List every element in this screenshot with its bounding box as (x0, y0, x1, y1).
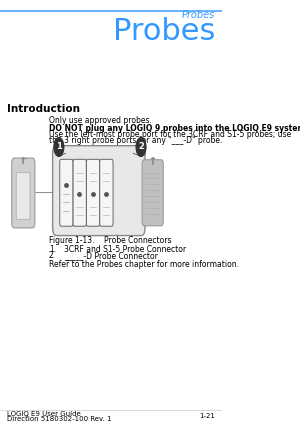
Text: 2: 2 (138, 142, 144, 152)
Text: Figure 1-13.    Probe Connectors: Figure 1-13. Probe Connectors (49, 236, 171, 245)
FancyBboxPatch shape (16, 173, 30, 219)
Circle shape (136, 138, 146, 156)
FancyBboxPatch shape (142, 160, 163, 226)
FancyBboxPatch shape (73, 159, 86, 226)
Text: LOGIQ E9 User Guide: LOGIQ E9 User Guide (7, 411, 80, 417)
Text: 1: 1 (56, 142, 62, 152)
Text: 2.: 2. (49, 251, 56, 260)
Text: Probes: Probes (113, 17, 215, 46)
FancyBboxPatch shape (60, 159, 73, 226)
Circle shape (54, 138, 64, 156)
FancyBboxPatch shape (12, 158, 35, 228)
FancyBboxPatch shape (100, 159, 113, 226)
Text: Direction 5180302-100 Rev. 1: Direction 5180302-100 Rev. 1 (7, 416, 111, 422)
Text: Probes: Probes (182, 10, 215, 20)
Text: 1.: 1. (49, 245, 56, 254)
Text: Introduction: Introduction (7, 104, 80, 114)
FancyBboxPatch shape (86, 159, 100, 226)
Text: the 3 right probe ports for any "___-D" probe.: the 3 right probe ports for any "___-D" … (49, 136, 222, 145)
Text: Only use approved probes.: Only use approved probes. (49, 115, 152, 125)
Text: Use the left-most probe port for the 3CRF and S1-5 probes; use: Use the left-most probe port for the 3CR… (49, 130, 291, 139)
FancyBboxPatch shape (52, 146, 145, 236)
Text: _____-D Probe Connector: _____-D Probe Connector (64, 251, 158, 260)
Text: 1-21: 1-21 (200, 413, 215, 419)
Text: 3CRF and S1-5 Probe Connector: 3CRF and S1-5 Probe Connector (64, 245, 187, 254)
Text: Refer to the Probes chapter for more information.: Refer to the Probes chapter for more inf… (49, 260, 239, 270)
Text: DO NOT plug any LOGIQ 9 probes into the LOGIQ E9 system.: DO NOT plug any LOGIQ 9 probes into the … (49, 124, 300, 133)
